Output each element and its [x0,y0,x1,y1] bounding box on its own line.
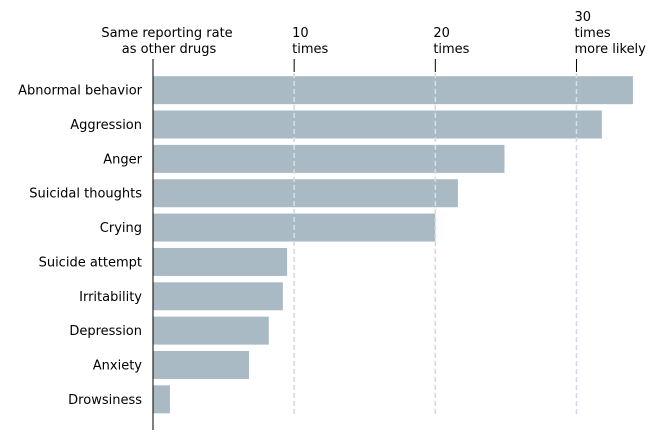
y-tick-label-suicide-attempt: Suicide attempt [39,255,142,270]
top-reference-ticks [293,59,577,72]
reference-lines-layer [293,73,578,417]
y-tick-label-anxiety: Anxiety [93,358,143,373]
bar-anxiety [153,350,249,379]
y-tick-label-suicidal-thoughts: Suicidal thoughts [29,187,142,202]
reference-label-10-line-1: 10 [292,26,309,41]
bars-layer [153,76,633,414]
reference-label-30-line-1: 30 [574,10,591,25]
reference-label-10-line-2: times [292,42,328,57]
baseline-label-line-1: Same reporting rate [101,26,232,41]
bar-irritability [153,282,283,311]
bar-suicide-attempt [153,247,288,276]
y-tick-label-aggression: Aggression [70,118,142,133]
y-tick-label-crying: Crying [100,221,142,236]
reference-label-20-line-2: times [433,42,469,57]
y-tick-labels: Abnormal behavior Aggression Anger Suicidal… [18,84,143,408]
baseline-label-line-2: as other drugs [118,42,217,57]
y-tick-label-drowsiness: Drowsiness [68,393,142,408]
y-tick-label-depression: Depression [69,324,142,339]
bar-aggression [153,110,602,139]
y-tick-label-anger: Anger [103,152,142,167]
reference-label-30-line-2: times [574,26,610,41]
y-tick-label-irritability: Irritability [79,290,142,305]
y-tick-label-abnormal-behavior: Abnormal behavior [18,84,143,99]
bar-depression [153,316,269,345]
reference-label-30-line-3: more likely [574,42,646,57]
bar-suicidal-thoughts [153,179,458,208]
bar-abnormal-behavior [153,76,633,105]
bar-anger [153,144,505,173]
reference-label-20-line-1: 20 [433,26,450,41]
bar-drowsiness [153,385,170,414]
